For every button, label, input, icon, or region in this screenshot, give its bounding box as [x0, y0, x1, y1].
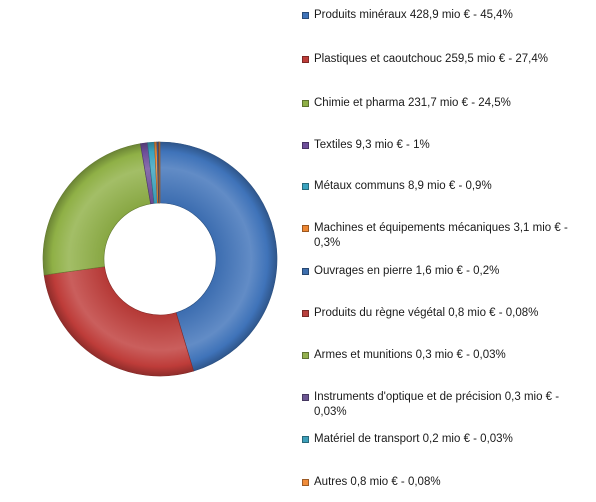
donut-slices — [42, 141, 278, 377]
legend-item: Autres 0,8 mio € - 0,08% — [300, 475, 592, 490]
legend-swatch — [302, 142, 309, 149]
legend-item: Textiles 9,3 mio € - 1% — [300, 138, 592, 153]
donut-chart — [42, 141, 278, 377]
legend-label: Produits minéraux 428,9 mio € - 45,4% — [314, 9, 513, 21]
legend-label: Produits du règne végétal 0,8 mio € - 0,… — [314, 307, 539, 319]
donut-slice-2 — [43, 266, 194, 377]
legend-label: Matériel de transport 0,2 mio € - 0,03% — [314, 433, 513, 445]
legend: Produits minéraux 428,9 mio € - 45,4% Pla… — [300, 8, 592, 498]
legend-label: Chimie et pharma 231,7 mio € - 24,5% — [314, 97, 511, 109]
legend-item: Chimie et pharma 231,7 mio € - 24,5% — [300, 96, 592, 111]
legend-item: Matériel de transport 0,2 mio € - 0,03% — [300, 432, 592, 447]
donut-slice-3 — [42, 143, 151, 276]
legend-item: Métaux communs 8,9 mio € - 0,9% — [300, 179, 592, 194]
legend-label: Instruments d'optique et de précision 0,… — [314, 391, 560, 418]
legend-swatch — [302, 352, 309, 359]
legend-swatch — [302, 12, 309, 19]
donut-slice-1 — [159, 141, 278, 372]
legend-swatch — [302, 183, 309, 190]
legend-swatch — [302, 268, 309, 275]
legend-swatch — [302, 310, 309, 317]
legend-swatch — [302, 100, 309, 107]
legend-label: Métaux communs 8,9 mio € - 0,9% — [314, 180, 492, 192]
legend-swatch — [302, 56, 309, 63]
legend-item: Instruments d'optique et de précision 0,… — [300, 390, 592, 420]
legend-label: Machines et équipements mécaniques 3,1 m… — [314, 222, 568, 249]
legend-label: Autres 0,8 mio € - 0,08% — [314, 476, 441, 488]
legend-swatch — [302, 225, 309, 232]
legend-swatch — [302, 394, 309, 401]
legend-label: Plastiques et caoutchouc 259,5 mio € - 2… — [314, 53, 548, 65]
legend-swatch — [302, 479, 309, 486]
donut-slice-12 — [159, 141, 161, 204]
legend-item: Plastiques et caoutchouc 259,5 mio € - 2… — [300, 52, 592, 67]
legend-item: Armes et munitions 0,3 mio € - 0,03% — [300, 348, 592, 363]
legend-label: Textiles 9,3 mio € - 1% — [314, 139, 430, 151]
legend-item: Produits minéraux 428,9 mio € - 45,4% — [300, 8, 592, 23]
legend-label: Ouvrages en pierre 1,6 mio € - 0,2% — [314, 265, 500, 277]
legend-item: Ouvrages en pierre 1,6 mio € - 0,2% — [300, 264, 592, 279]
legend-swatch — [302, 436, 309, 443]
legend-item: Produits du règne végétal 0,8 mio € - 0,… — [300, 306, 592, 321]
legend-label: Armes et munitions 0,3 mio € - 0,03% — [314, 349, 506, 361]
legend-item: Machines et équipements mécaniques 3,1 m… — [300, 221, 592, 251]
